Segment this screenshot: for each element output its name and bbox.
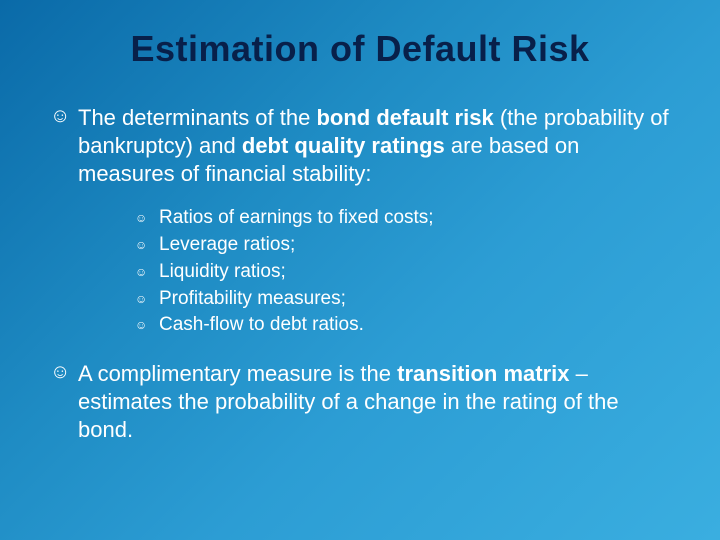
smiley-icon: ☺ bbox=[135, 233, 159, 252]
point1-text: The determinants of the bond default ris… bbox=[78, 104, 670, 188]
smiley-icon: ☺ bbox=[50, 104, 78, 126]
point2-text: A complimentary measure is the transitio… bbox=[78, 360, 670, 444]
sub-item-text: Leverage ratios; bbox=[159, 233, 295, 258]
smiley-icon: ☺ bbox=[135, 206, 159, 225]
sub-item-text: Liquidity ratios; bbox=[159, 260, 286, 285]
sub-item-text: Ratios of earnings to fixed costs; bbox=[159, 206, 434, 231]
list-item: ☺ Leverage ratios; bbox=[135, 233, 670, 258]
point1-bold1: bond default risk bbox=[316, 105, 493, 130]
list-item: ☺ Profitability measures; bbox=[135, 287, 670, 312]
smiley-icon: ☺ bbox=[135, 260, 159, 279]
point1-pre: The determinants of the bbox=[78, 105, 316, 130]
sub-bullet-list: ☺ Ratios of earnings to fixed costs; ☺ L… bbox=[135, 206, 670, 337]
smiley-icon: ☺ bbox=[135, 313, 159, 332]
slide-title: Estimation of Default Risk bbox=[50, 28, 670, 70]
smiley-icon: ☺ bbox=[135, 287, 159, 306]
list-item: ☺ Cash-flow to debt ratios. bbox=[135, 313, 670, 338]
point1-bold2: debt quality ratings bbox=[242, 133, 445, 158]
point2-pre: A complimentary measure is the bbox=[78, 361, 397, 386]
list-item: ☺ Liquidity ratios; bbox=[135, 260, 670, 285]
list-item: ☺ Ratios of earnings to fixed costs; bbox=[135, 206, 670, 231]
smiley-icon: ☺ bbox=[50, 360, 78, 382]
slide: Estimation of Default Risk ☺ The determi… bbox=[0, 0, 720, 540]
sub-item-text: Cash-flow to debt ratios. bbox=[159, 313, 364, 338]
sub-item-text: Profitability measures; bbox=[159, 287, 346, 312]
bullet-point-1: ☺ The determinants of the bond default r… bbox=[50, 104, 670, 188]
bullet-point-2: ☺ A complimentary measure is the transit… bbox=[50, 360, 670, 444]
point2-bold1: transition matrix bbox=[397, 361, 569, 386]
